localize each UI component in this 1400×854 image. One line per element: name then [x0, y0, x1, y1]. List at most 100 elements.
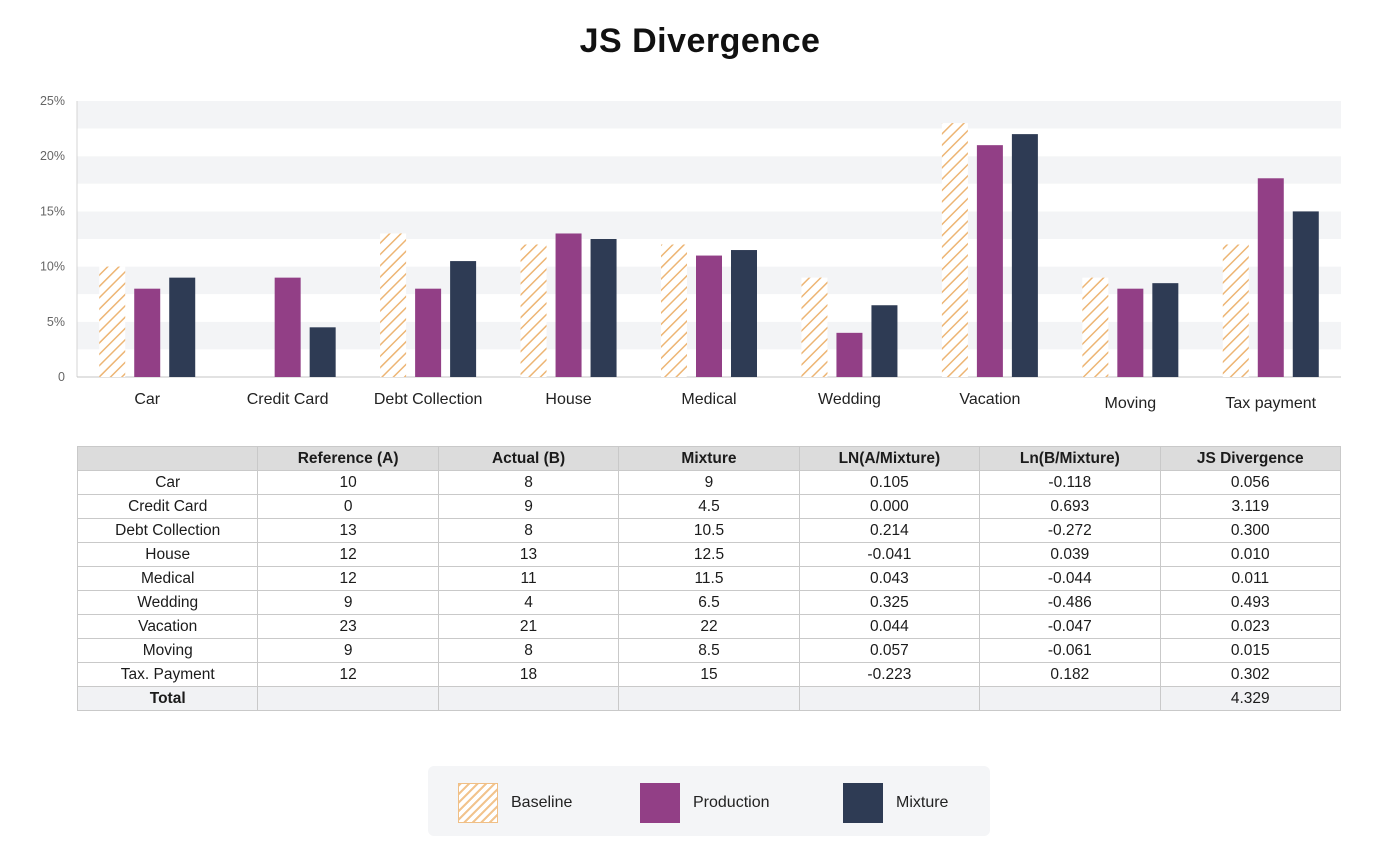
production-bar [696, 255, 722, 377]
table-cell: 0.214 [798, 518, 981, 543]
x-category-label: Wedding [818, 391, 881, 408]
legend-item-mixture: Mixture [843, 783, 948, 823]
table-cell: 0.000 [798, 494, 981, 519]
legend-label: Baseline [511, 794, 573, 811]
baseline-bar [99, 266, 126, 377]
header-cell: LN(A/Mixture) [798, 446, 981, 471]
table-cell: 11 [437, 566, 620, 591]
table-cell [618, 686, 800, 711]
table-cell: 0.043 [798, 566, 981, 591]
table-cell: 22 [618, 614, 800, 639]
header-cell: Mixture [618, 446, 800, 471]
table-row: Wedding 9 4 6.5 0.325 -0.486 0.493 [76, 590, 1342, 615]
row-label-cell: Medical [76, 566, 259, 591]
mixture-bar [1292, 211, 1319, 377]
category-labels: Car Credit Card Debt Collection House Medica… [134, 391, 1316, 412]
table-cell: 13 [257, 518, 439, 543]
table-cell: 0.182 [979, 662, 1161, 687]
total-label: Total [76, 686, 259, 711]
x-category-label: Vacation [959, 391, 1020, 408]
table-cell [257, 686, 439, 711]
table-row: Debt Collection 13 8 10.5 0.214 -0.272 0.300 [76, 518, 1342, 543]
production-bar [134, 288, 161, 377]
row-label-cell: Tax. Payment [76, 662, 259, 687]
table-cell: 12.5 [618, 542, 800, 567]
table-cell: 18 [437, 662, 620, 687]
legend-swatch-mixture [843, 783, 883, 823]
table-cell: 21 [437, 614, 620, 639]
row-label-cell: Car [76, 470, 259, 495]
header-cell: Reference (A) [257, 446, 439, 471]
table-row: Vacation 23 21 22 0.044 -0.047 0.023 [76, 614, 1342, 639]
mixture-bar [590, 239, 617, 377]
table-cell: 0.693 [979, 494, 1161, 519]
production-bar [555, 233, 582, 377]
mixture-bar [309, 327, 336, 377]
legend-swatch-production [640, 783, 680, 823]
legend-swatch-baseline [458, 783, 498, 823]
table-cell: 11.5 [618, 566, 800, 591]
table-cell: -0.041 [798, 542, 981, 567]
table-cell: 0.015 [1159, 638, 1342, 663]
table-cell: 8 [437, 470, 620, 495]
table-cell: 9 [437, 494, 620, 519]
table-cell [437, 686, 620, 711]
table-cell: 0.057 [798, 638, 981, 663]
total-value: 4.329 [1159, 686, 1342, 711]
baseline-bar [661, 244, 687, 377]
legend-item-baseline: Baseline [458, 783, 572, 823]
x-category-label: Credit Card [247, 391, 329, 408]
y-tick-label: 0 [58, 370, 65, 384]
table-cell: -0.118 [979, 470, 1161, 495]
baseline-bar [520, 244, 547, 377]
table-cell: -0.061 [979, 638, 1161, 663]
row-label-cell: Vacation [76, 614, 259, 639]
table-cell: 0.325 [798, 590, 981, 615]
grid-band [77, 211, 1341, 239]
x-category-label: Debt Collection [374, 391, 483, 408]
row-label-cell: Moving [76, 638, 259, 663]
table-cell: 13 [437, 542, 620, 567]
grid-band [77, 101, 1341, 129]
baseline-bar [941, 123, 968, 377]
production-bar [415, 288, 442, 377]
y-tick-label: 10% [40, 260, 65, 274]
table-cell: 0.011 [1159, 566, 1342, 591]
table-cell: 15 [618, 662, 800, 687]
row-label-cell: House [76, 542, 259, 567]
table-cell: -0.044 [979, 566, 1161, 591]
table-cell: 8 [437, 638, 620, 663]
js-divergence-table: Reference (A) Actual (B) Mixture LN(A/Mi… [76, 446, 1342, 711]
baseline-bar [801, 277, 828, 377]
baseline-bar [380, 233, 407, 377]
mixture-bar [169, 277, 196, 377]
table-cell: 4.5 [618, 494, 800, 519]
table-cell: 12 [257, 566, 439, 591]
table-cell: -0.047 [979, 614, 1161, 639]
table-cell: 10.5 [618, 518, 800, 543]
table-cell: 23 [257, 614, 439, 639]
table-cell: 4 [437, 590, 620, 615]
production-bar [1257, 178, 1284, 377]
x-category-label: Medical [681, 391, 736, 408]
mixture-bar [1011, 134, 1038, 377]
mixture-bar [871, 305, 898, 377]
table-row: Medical 12 11 11.5 0.043 -0.044 0.011 [76, 566, 1342, 591]
table-cell: 0.056 [1159, 470, 1342, 495]
legend-item-production: Production [640, 783, 770, 823]
chart-legend: Baseline Production Mixture [428, 766, 990, 836]
table-cell: 9 [618, 470, 800, 495]
x-category-label: Tax payment [1225, 395, 1316, 412]
table-cell: 10 [257, 470, 439, 495]
table-cell: 3.119 [1159, 494, 1342, 519]
table-cell: 6.5 [618, 590, 800, 615]
grid-band [77, 156, 1341, 184]
header-cell: JS Divergence [1159, 446, 1342, 471]
header-cell [76, 446, 259, 471]
table-cell: 0.105 [798, 470, 981, 495]
table-cell: 0.302 [1159, 662, 1342, 687]
bars [99, 123, 1319, 377]
production-bar [976, 145, 1003, 377]
table-cell: 0.023 [1159, 614, 1342, 639]
legend-label: Mixture [896, 794, 949, 811]
